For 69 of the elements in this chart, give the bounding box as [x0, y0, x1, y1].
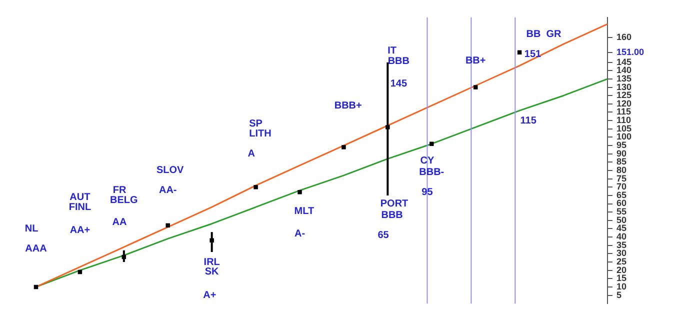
- annotation: A+: [203, 290, 216, 302]
- annotation: SLOV: [156, 165, 184, 176]
- annotation: 151: [524, 48, 542, 60]
- y-tick-label: 135: [616, 73, 632, 84]
- y-tick-label: 110: [616, 115, 632, 126]
- annotation: LITH: [249, 128, 272, 140]
- y-tick-label: 120: [616, 98, 632, 108]
- y-tick-label: 115: [616, 106, 632, 117]
- annotation: SP: [249, 118, 263, 130]
- annotation: FR: [112, 185, 127, 196]
- y-tick-label: 15: [616, 273, 626, 284]
- y-tick-label: 160: [616, 32, 632, 42]
- annotation: 65: [378, 230, 390, 242]
- annotation: CY: [420, 155, 435, 166]
- annotation: BBB: [381, 210, 403, 222]
- y-tick-label: 145: [616, 56, 632, 67]
- annotation: MLT: [294, 206, 314, 217]
- point: [254, 185, 258, 190]
- y-tick-label: 130: [616, 82, 632, 92]
- y-tick-label: 95: [616, 140, 626, 150]
- annotation: AUT: [70, 192, 90, 203]
- y-tick-label: 75: [616, 173, 626, 184]
- annotation: BBB+: [334, 100, 362, 112]
- y-tick-label: 55: [616, 206, 626, 217]
- annotation: BELG: [110, 195, 138, 206]
- annotation: AA+: [70, 225, 90, 236]
- point: [298, 190, 302, 194]
- annotation: FINL: [68, 202, 92, 213]
- y-tick-label: 70: [616, 182, 626, 192]
- annotation: BB+: [465, 55, 486, 66]
- annotation: AA-: [158, 185, 177, 196]
- annotation: BBB-: [419, 166, 444, 178]
- point: [430, 142, 434, 146]
- y-tick-label: 85: [616, 156, 626, 167]
- annotation: A: [248, 148, 256, 160]
- annotation: BB GR: [526, 28, 562, 40]
- annotation: AAA: [25, 243, 47, 254]
- y-tick-label: 105: [616, 123, 632, 134]
- y-tick-label: 40: [616, 232, 626, 242]
- point: [473, 85, 478, 90]
- y-tick-label: 5: [616, 290, 622, 300]
- annotation: 95: [422, 186, 434, 198]
- y-tick-label: 125: [616, 90, 632, 100]
- annotation: A-: [294, 228, 306, 240]
- annotation: IT: [388, 45, 397, 56]
- y-tick-label: 100: [616, 132, 632, 142]
- y-tick-label: 45: [616, 223, 626, 234]
- y-tick-label: 25: [616, 256, 626, 266]
- y-tick-label: 80: [616, 164, 626, 175]
- y-tick-label: 90: [616, 148, 626, 158]
- y-tick-label: 151.00: [616, 46, 644, 57]
- y-tick-label: 140: [616, 65, 632, 76]
- y-tick-label: 35: [616, 240, 626, 250]
- annotation: SK: [204, 266, 220, 278]
- y-tick-label: 60: [616, 198, 626, 208]
- y-tick-label: 20: [616, 264, 626, 275]
- point: [342, 145, 346, 150]
- annotation: 145: [390, 78, 408, 90]
- annotation: 115: [520, 115, 537, 126]
- annotation: NL: [24, 223, 38, 234]
- annotation: BBB: [388, 56, 410, 68]
- annotation: AA: [112, 216, 127, 228]
- point: [517, 50, 522, 54]
- y-tick-label: 65: [616, 190, 626, 200]
- annotation: PORT: [380, 198, 408, 210]
- y-tick-label: 30: [616, 248, 626, 258]
- annotation: IRL: [204, 256, 220, 268]
- y-tick-label: 50: [616, 214, 626, 225]
- y-tick-label: 10: [616, 281, 626, 292]
